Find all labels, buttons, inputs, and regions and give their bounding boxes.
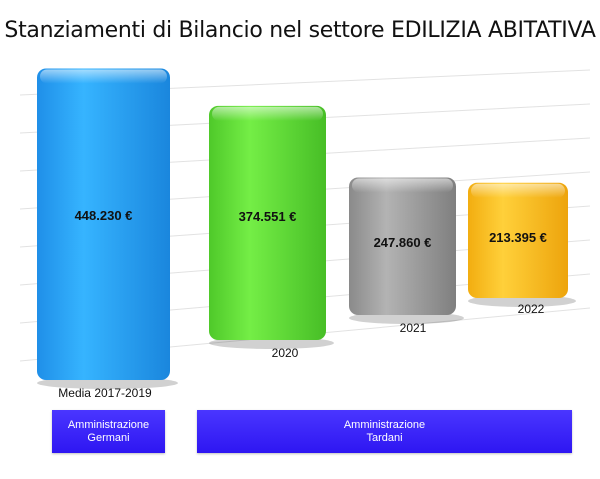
group-label-line1: Amministrazione xyxy=(343,418,426,431)
bar-value-label: 448.230 € xyxy=(75,208,133,223)
group-label-tardani: Amministrazione Tardani xyxy=(197,410,572,453)
category-label: 2021 xyxy=(400,321,427,335)
group-label-line2: Tardani xyxy=(366,431,403,444)
bar xyxy=(468,182,576,307)
bar xyxy=(209,105,334,349)
group-label-germani: Amministrazione Germani xyxy=(52,410,165,453)
bar-value-label: 213.395 € xyxy=(489,230,547,245)
bar-body xyxy=(468,182,568,298)
bar-top xyxy=(471,183,565,198)
bar xyxy=(349,177,464,324)
group-label-line2: Germani xyxy=(87,431,130,444)
group-label-line1: Amministrazione xyxy=(67,418,150,431)
bar-top xyxy=(212,106,323,121)
category-label: 2022 xyxy=(518,302,545,316)
bar-body xyxy=(209,105,326,340)
bar-body xyxy=(37,68,170,380)
bar xyxy=(37,68,178,389)
category-label: Media 2017-2019 xyxy=(58,386,152,400)
bar-top xyxy=(352,178,453,193)
category-label: 2020 xyxy=(272,346,299,360)
bar-body xyxy=(349,177,456,315)
bar-top xyxy=(40,69,167,84)
chart-title: Stanziamenti di Bilancio nel settore EDI… xyxy=(4,18,596,43)
bar-value-label: 374.551 € xyxy=(239,209,297,224)
bar-value-label: 247.860 € xyxy=(374,235,432,250)
